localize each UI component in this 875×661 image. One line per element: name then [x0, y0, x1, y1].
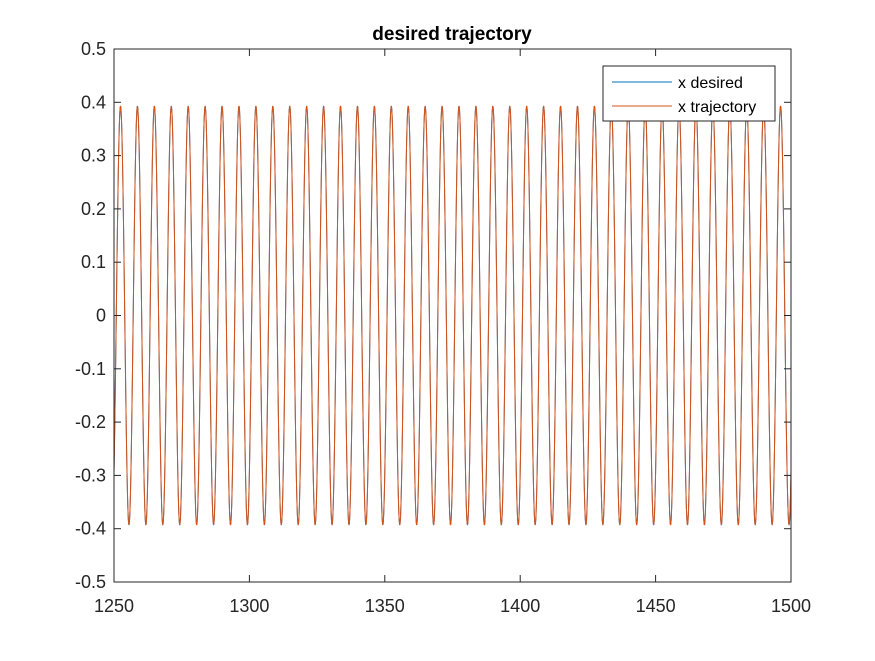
- y-tick-label: 0.3: [81, 146, 106, 166]
- y-tick-label: 0: [96, 306, 106, 326]
- y-tick-label: -0.1: [75, 359, 106, 379]
- legend-label-x-trajectory: x trajectory: [678, 99, 756, 116]
- x-tick-label: 1250: [94, 596, 134, 616]
- y-tick-label: 0.4: [81, 92, 106, 112]
- legend-label-x-desired: x desired: [678, 75, 743, 92]
- chart-title: desired trajectory: [372, 24, 532, 45]
- x-tick-label: 1400: [500, 596, 540, 616]
- legend-box: [602, 65, 776, 122]
- x-tick-label: 1350: [365, 596, 405, 616]
- y-tick-label: -0.4: [75, 519, 106, 539]
- x-tick-label: 1300: [229, 596, 269, 616]
- y-tick-label: -0.5: [75, 572, 106, 592]
- x-tick-label: 1500: [771, 596, 811, 616]
- x-tick-label: 1450: [636, 596, 676, 616]
- y-axis: -0.5 -0.4 -0.3 -0.2 -0.1 0 0.1 0.2 0.3 0.4 0.5: [75, 39, 791, 592]
- y-tick-label: -0.2: [75, 412, 106, 432]
- legend: x desired x trajectory: [602, 65, 776, 122]
- legend-entry-x-trajectory: x trajectory: [612, 99, 756, 116]
- x-axis: 1250 1300 1350 1400 1450 1500: [94, 49, 811, 616]
- y-tick-label: 0.5: [81, 39, 106, 59]
- plot-area: [114, 49, 791, 582]
- legend-entry-x-desired: x desired: [612, 75, 743, 92]
- y-tick-label: 0.2: [81, 199, 106, 219]
- y-tick-label: 0.1: [81, 252, 106, 272]
- y-tick-label: -0.3: [75, 465, 106, 485]
